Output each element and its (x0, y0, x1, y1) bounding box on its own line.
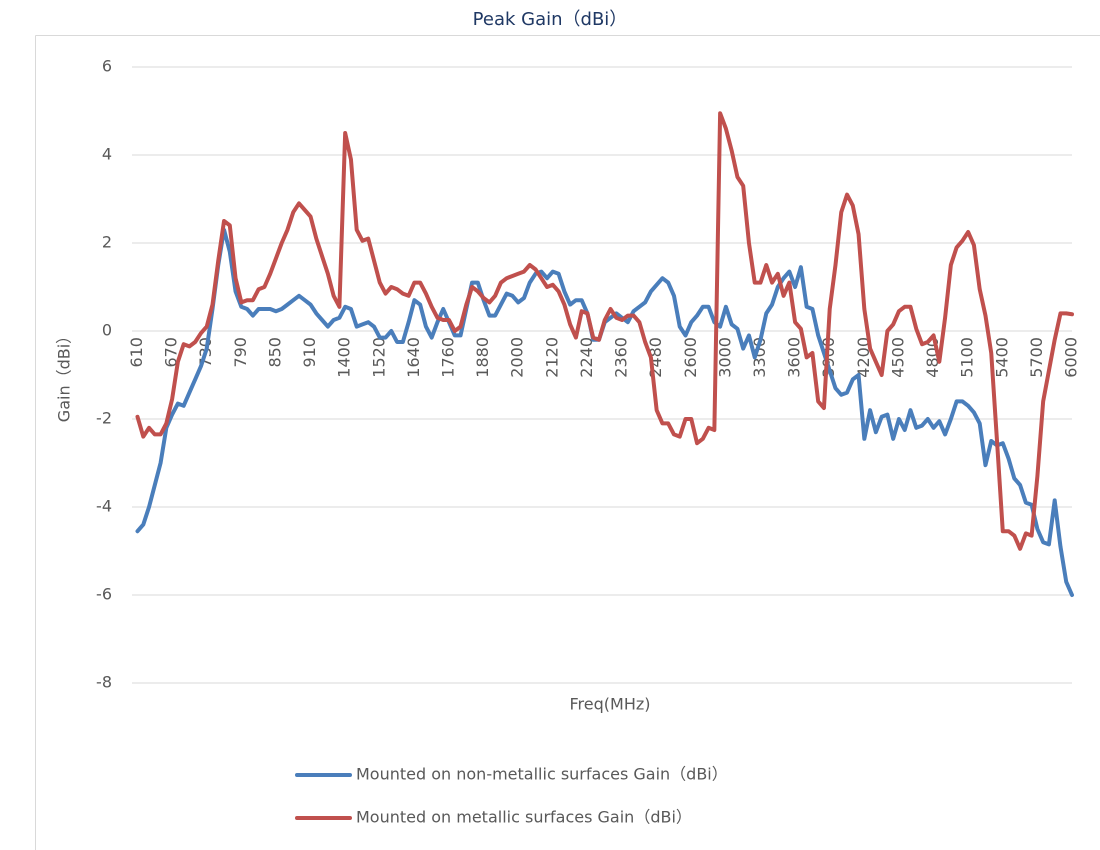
x-axis-title: Freq(MHz) (570, 695, 651, 714)
y-tick-label: -8 (96, 673, 112, 692)
x-tick-label: 3000 (715, 337, 734, 378)
x-tick-label: 2600 (681, 337, 700, 378)
x-tick-label: 5400 (992, 337, 1011, 378)
x-tick-label: 1400 (335, 337, 354, 378)
x-tick-label: 790 (231, 337, 250, 368)
y-axis-title: Gain（dBi） (55, 328, 74, 422)
y-tick-label: -6 (96, 585, 112, 604)
x-tick-label: 3600 (785, 337, 804, 378)
y-tick-label: 0 (102, 321, 112, 340)
x-tick-label: 3300 (750, 337, 769, 378)
x-tick-label: 1760 (439, 337, 458, 378)
x-tick-label: 6000 (1062, 337, 1081, 378)
y-tick-label: 6 (102, 57, 112, 76)
x-tick-label: 610 (127, 337, 146, 368)
x-tick-label: 1520 (369, 337, 388, 378)
x-tick-label: 850 (265, 337, 284, 368)
x-tick-label: 5700 (1027, 337, 1046, 378)
x-tick-label: 1640 (404, 337, 423, 378)
legend-label: Mounted on metallic surfaces Gain（dBi） (356, 808, 692, 827)
y-tick-label: -4 (96, 497, 112, 516)
x-tick-label: 1880 (473, 337, 492, 378)
x-tick-label: 2120 (542, 337, 561, 378)
x-tick-label: 2360 (612, 337, 631, 378)
y-tick-label: -2 (96, 409, 112, 428)
y-tick-label: 2 (102, 233, 112, 252)
x-tick-label: 5100 (958, 337, 977, 378)
x-tick-label: 2240 (577, 337, 596, 378)
x-tick-label: 2000 (508, 337, 527, 378)
x-tick-label: 910 (300, 337, 319, 368)
series-line (135, 111, 1074, 551)
x-tick-label: 670 (162, 337, 181, 368)
chart-title: Peak Gain（dBi） (473, 9, 628, 30)
series-line (135, 227, 1074, 597)
x-tick-label: 4500 (888, 337, 907, 378)
legend-label: Mounted on non-metallic surfaces Gain（dB… (356, 765, 728, 784)
y-tick-label: 4 (102, 145, 112, 164)
